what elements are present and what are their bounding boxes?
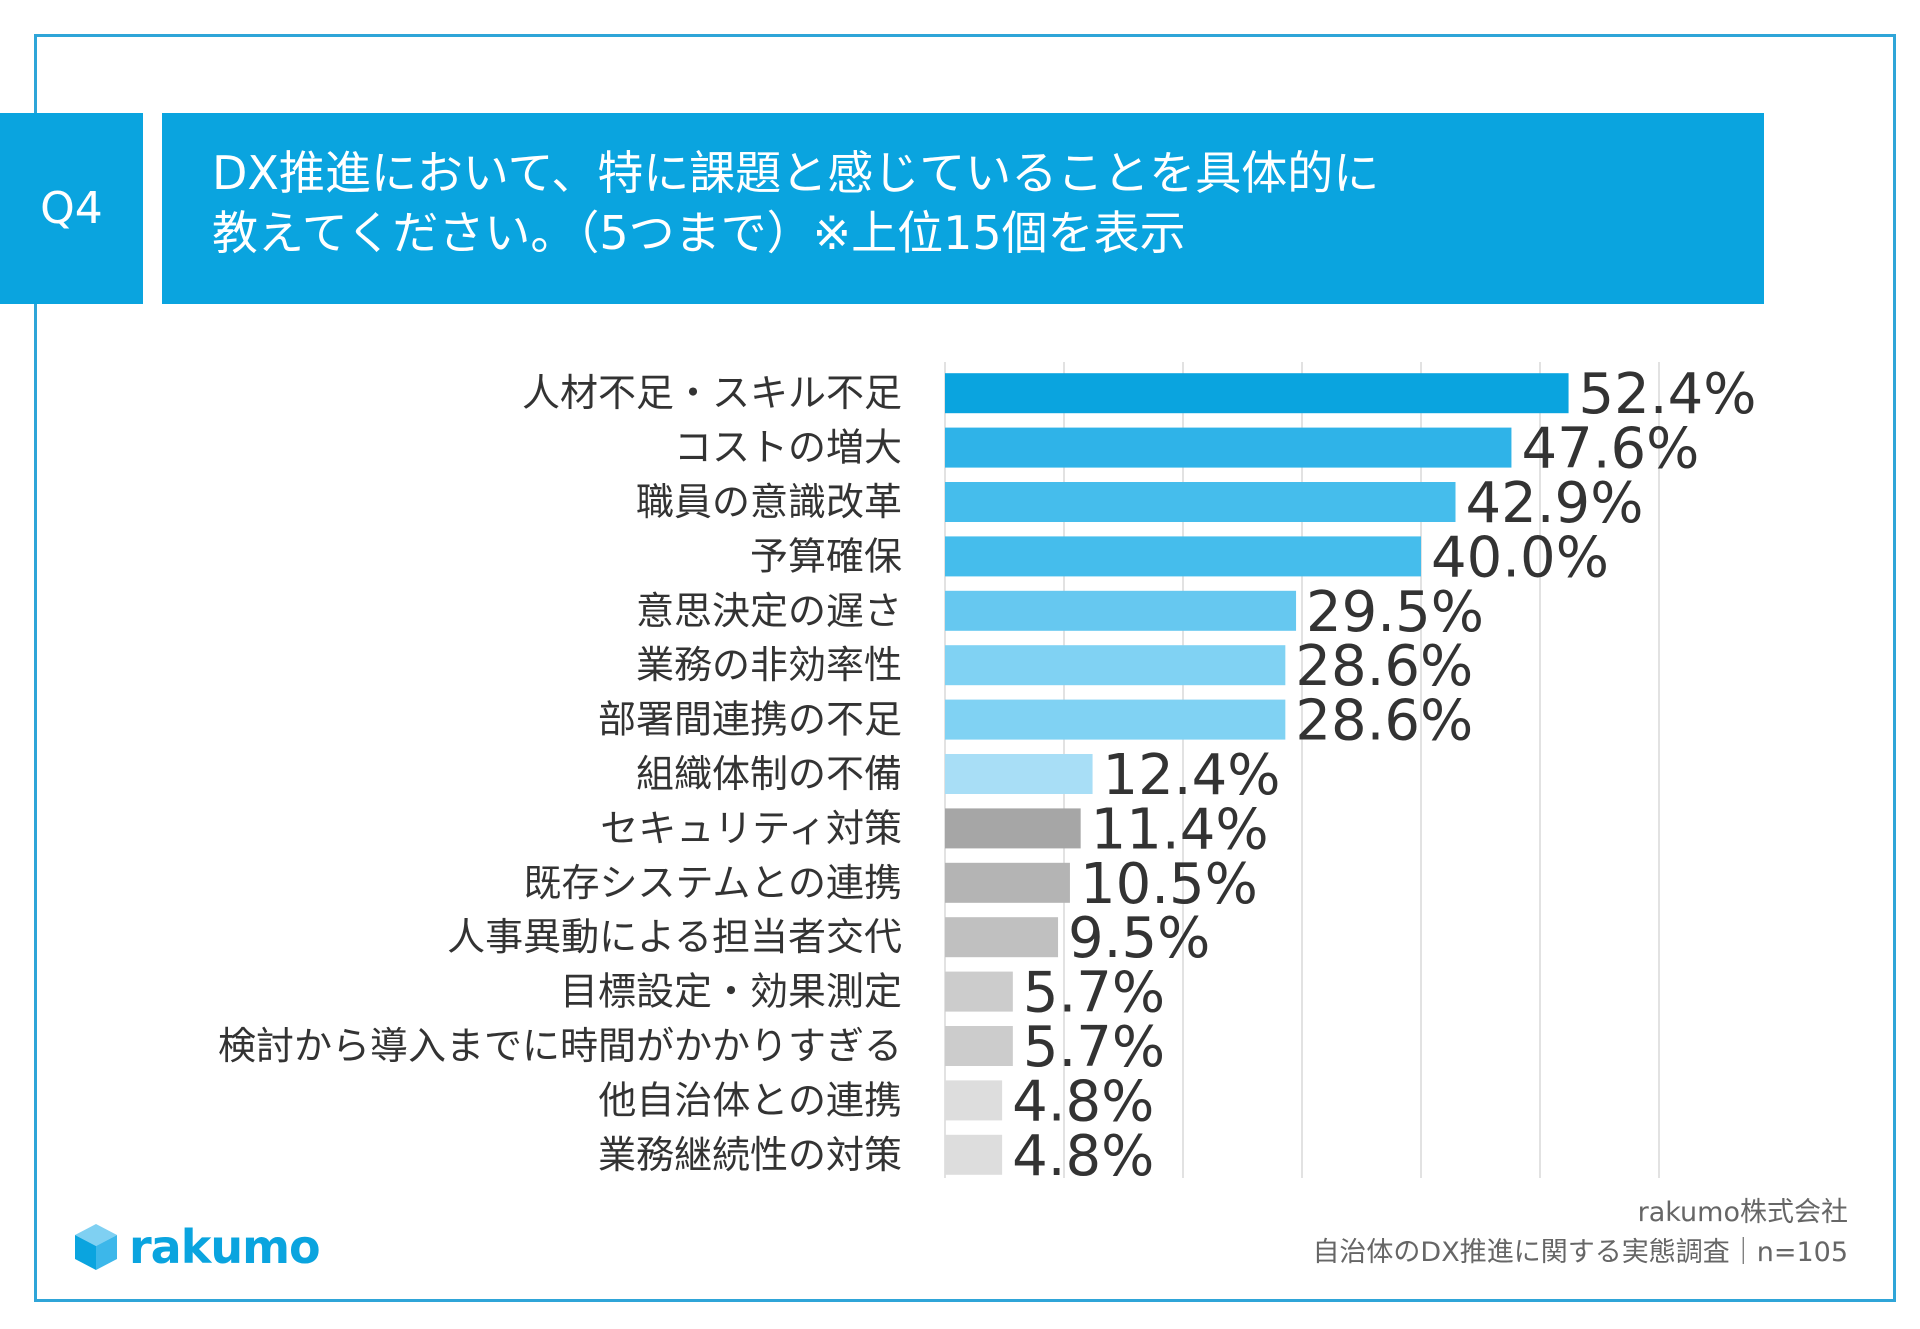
category-label-10: 既存システムとの連携 xyxy=(524,861,902,905)
category-label-2: コストの増大 xyxy=(674,426,902,470)
logo-text: rakumo xyxy=(129,1220,321,1274)
bar-6 xyxy=(945,645,1286,686)
value-label-10: 10.5% xyxy=(1080,852,1258,917)
value-label-9: 11.4% xyxy=(1091,797,1269,862)
question-number-badge: Q4 xyxy=(0,113,143,304)
bar-3 xyxy=(945,482,1456,522)
bar-2 xyxy=(945,427,1512,468)
category-label-1: 人材不足・スキル不足 xyxy=(522,371,902,415)
value-label-2: 47.6% xyxy=(1521,417,1699,482)
category-label-15: 業務継続性の対策 xyxy=(598,1133,902,1177)
bar-13 xyxy=(945,1026,1013,1066)
bar-9 xyxy=(945,808,1081,849)
question-title-line2: 教えてください。（5つまで）※上位15個を表示 xyxy=(212,206,1186,260)
question-title-line1: DX推進において、特に課題と感じていることを具体的に xyxy=(212,146,1380,200)
value-label-14: 4.8% xyxy=(1012,1069,1154,1134)
bar-10 xyxy=(945,862,1070,903)
bar-1 xyxy=(945,373,1569,414)
value-label-4: 40.0% xyxy=(1431,525,1609,590)
rakumo-logo: rakumo xyxy=(73,1220,321,1274)
bar-8 xyxy=(945,754,1093,794)
category-label-14: 他自治体との連携 xyxy=(598,1078,902,1122)
category-label-6: 業務の非効率性 xyxy=(636,643,902,687)
value-label-3: 42.9% xyxy=(1466,471,1644,536)
category-label-7: 部署間連携の不足 xyxy=(598,698,902,742)
slide-frame xyxy=(34,34,1896,1302)
category-label-8: 組織体制の不備 xyxy=(636,752,902,796)
bar-11 xyxy=(945,917,1059,958)
footer-company: rakumo株式会社 xyxy=(1637,1197,1848,1228)
category-label-3: 職員の意識改革 xyxy=(636,480,902,524)
question-number: Q4 xyxy=(40,183,103,234)
category-label-11: 人事異動による担当者交代 xyxy=(447,915,902,959)
category-label-5: 意思決定の遅さ xyxy=(636,589,902,633)
value-label-1: 52.4% xyxy=(1579,362,1757,427)
category-label-9: セキュリティ対策 xyxy=(600,806,902,850)
value-label-6: 28.6% xyxy=(1295,634,1473,699)
question-title-box: DX推進において、特に課題と感じていることを具体的に 教えてください。（5つまで… xyxy=(162,113,1764,304)
category-label-12: 目標設定・効果測定 xyxy=(560,970,902,1014)
value-label-7: 28.6% xyxy=(1295,689,1473,754)
value-label-5: 29.5% xyxy=(1306,580,1484,645)
bar-4 xyxy=(945,536,1421,577)
category-label-4: 予算確保 xyxy=(750,534,902,578)
value-label-8: 12.4% xyxy=(1103,743,1281,808)
bar-7 xyxy=(945,699,1286,740)
value-label-13: 5.7% xyxy=(1023,1015,1165,1080)
value-label-15: 4.8% xyxy=(1012,1124,1154,1189)
value-label-11: 9.5% xyxy=(1068,906,1210,971)
cube-logo-icon xyxy=(75,1224,117,1270)
value-label-12: 5.7% xyxy=(1023,961,1165,1026)
footer-survey: 自治体のDX推進に関する実態調査｜n=105 xyxy=(1312,1237,1848,1268)
bar-12 xyxy=(945,971,1013,1012)
footer-credit: rakumo株式会社 自治体のDX推進に関する実態調査｜n=105 xyxy=(1312,1193,1848,1273)
bar-15 xyxy=(945,1134,1003,1175)
bar-14 xyxy=(945,1080,1003,1121)
category-label-13: 検討から導入までに時間がかかりすぎる xyxy=(218,1024,902,1068)
bar-5 xyxy=(945,590,1297,631)
